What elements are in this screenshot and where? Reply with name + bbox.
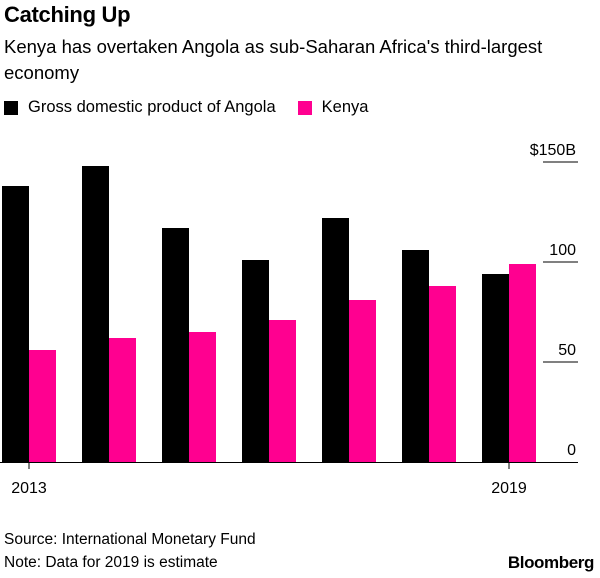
bar-kenya-2019	[509, 264, 536, 462]
legend-swatch-angola	[4, 100, 18, 115]
y-tick-label-100: 100	[549, 242, 576, 259]
bar-kenya-2018	[429, 286, 456, 462]
bloomberg-logo: Bloomberg	[507, 553, 595, 572]
footnote: Note: Data for 2019 is estimate	[4, 554, 218, 571]
bar-angola-2018	[402, 250, 429, 462]
bar-kenya-2013	[29, 350, 56, 462]
y-tick-label-50: 50	[558, 342, 576, 359]
bar-kenya-2016	[269, 320, 296, 462]
x-tick-label-2013: 2013	[11, 480, 47, 497]
bar-chart: $150B 100 50 0 2013 2019	[0, 142, 578, 497]
legend-label-angola: Gross domestic product of Angola	[28, 98, 276, 116]
y-tick-label-0: 0	[567, 442, 576, 459]
source-note: Source: International Monetary Fund	[4, 531, 256, 548]
bar-kenya-2015	[189, 332, 216, 462]
bar-kenya-2014	[109, 338, 136, 462]
bar-angola-2019	[482, 274, 509, 462]
legend-swatch-kenya	[297, 100, 312, 115]
bar-angola-2016	[242, 260, 269, 462]
chart-subtitle: Kenya has overtaken Angola as sub-Sahara…	[4, 36, 543, 83]
bar-angola-2014	[82, 166, 109, 462]
x-tick-label-2019: 2019	[491, 480, 527, 497]
legend-item-kenya: Kenya	[297, 98, 369, 117]
bar-kenya-2017	[349, 300, 376, 462]
chart-title: Catching Up	[4, 2, 131, 27]
legend-label-kenya: Kenya	[321, 98, 369, 116]
legend: Gross domestic product of Angola Kenya	[4, 98, 390, 117]
legend-item-angola: Gross domestic product of Angola	[4, 98, 276, 117]
bar-angola-2017	[322, 218, 349, 462]
bar-angola-2013	[2, 186, 29, 462]
y-tick-label-150: $150B	[530, 142, 576, 159]
bar-angola-2015	[162, 228, 189, 462]
